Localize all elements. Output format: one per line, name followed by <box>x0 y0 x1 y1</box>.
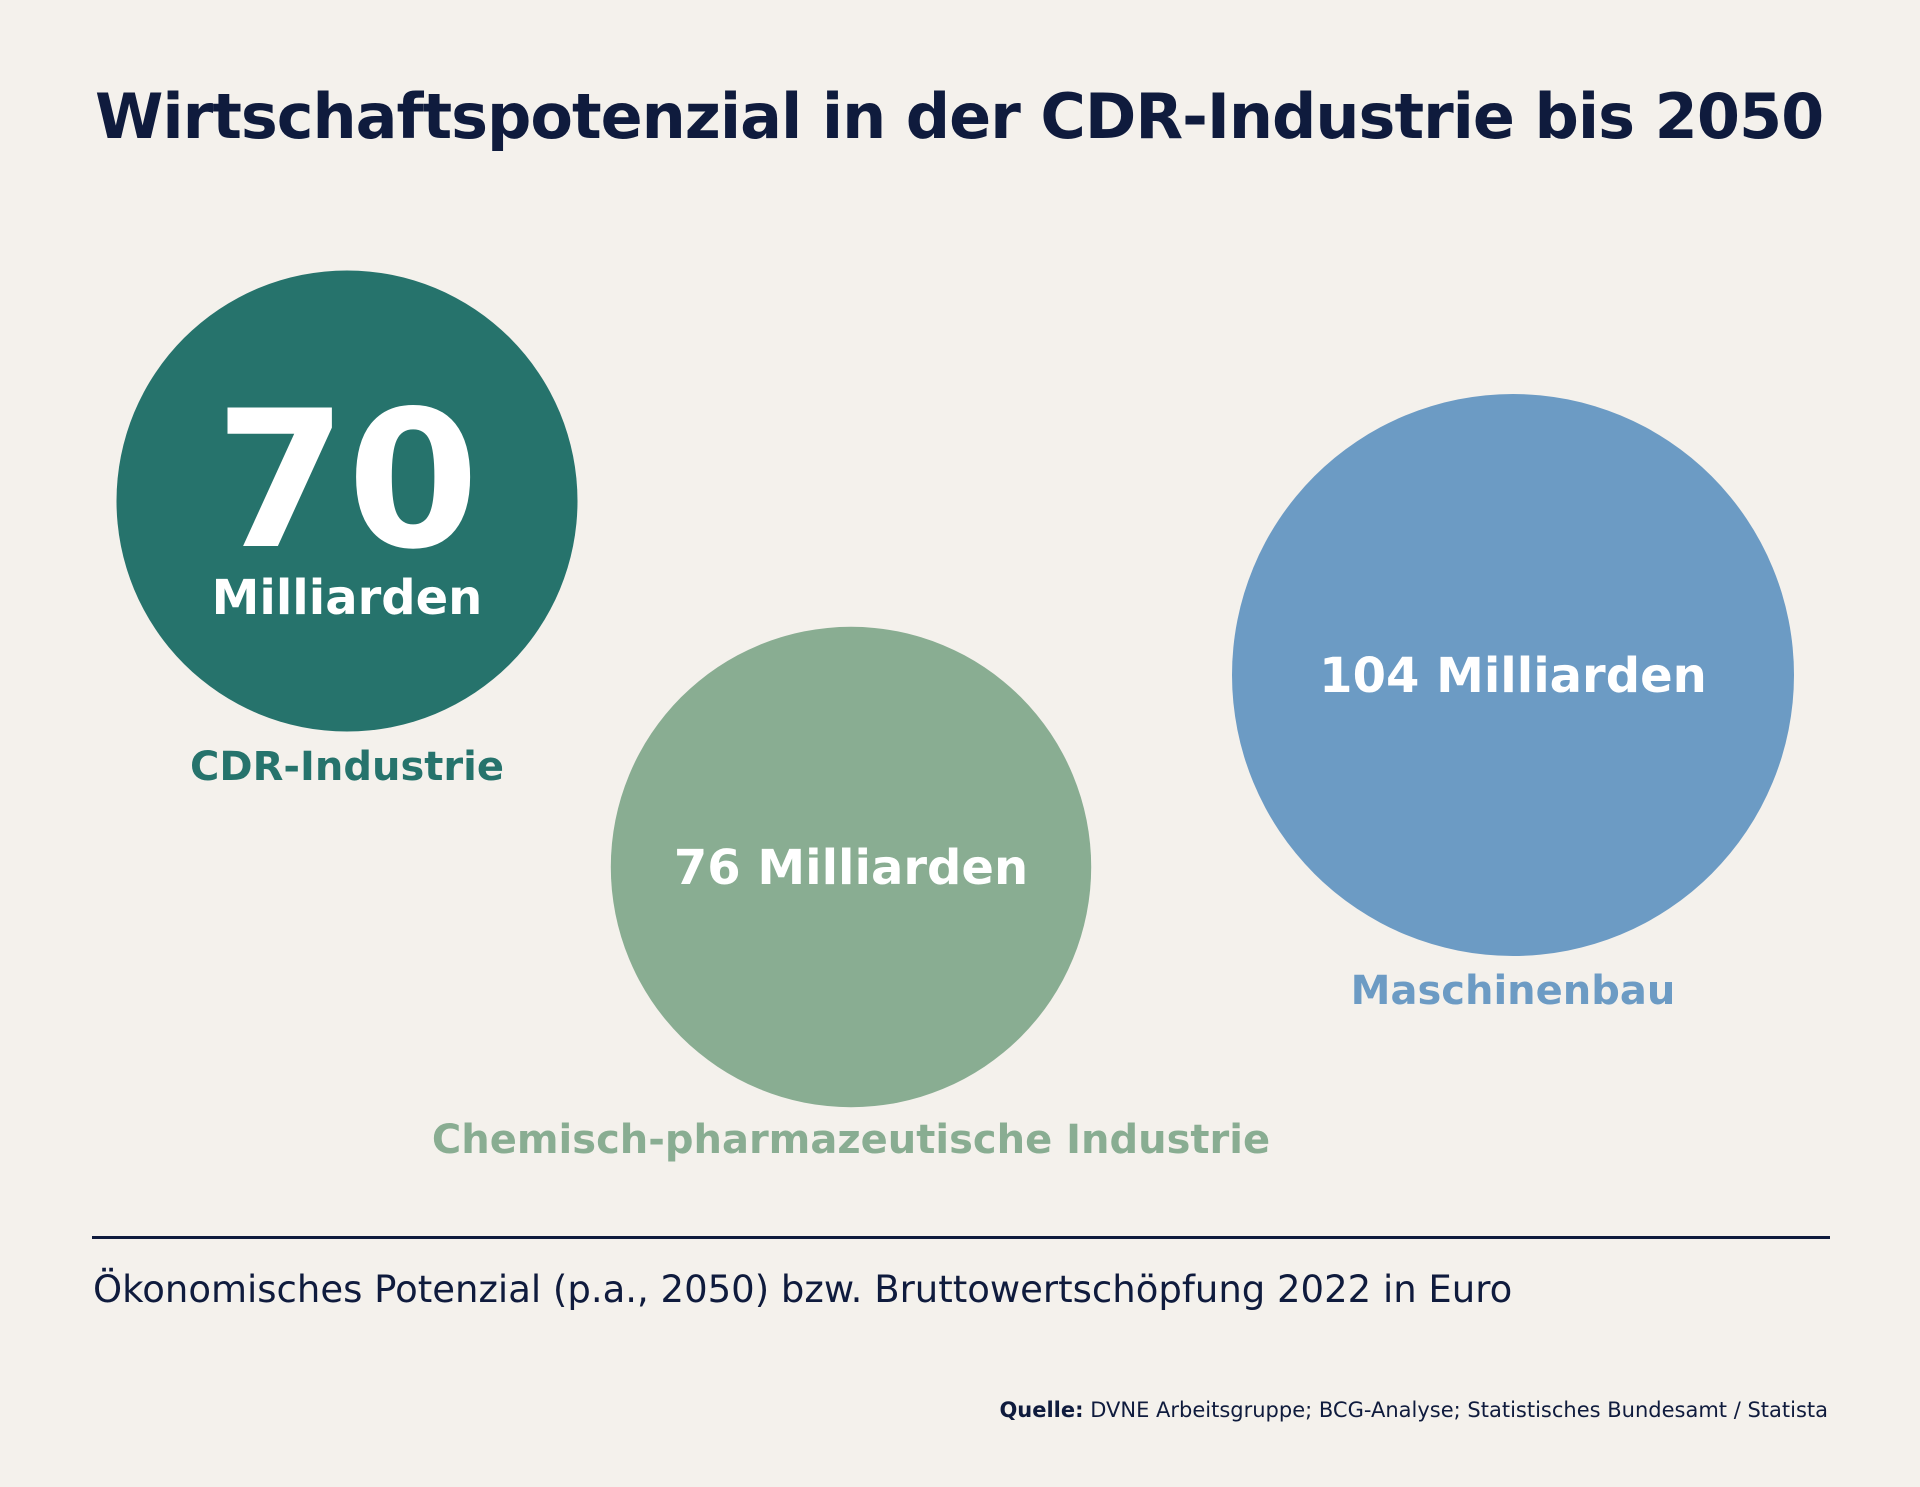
bubble-2 <box>610 626 1092 1108</box>
bubble-1-value: 70 <box>215 370 479 591</box>
bubble-1-unit: Milliarden <box>212 570 483 626</box>
divider <box>92 1236 1830 1239</box>
bubble-3-category: Maschinenbau <box>1351 968 1676 1014</box>
chart-title: Wirtschaftspotenzial in der CDR-Industri… <box>95 80 1824 153</box>
bubble-1-category: CDR-Industrie <box>190 744 504 790</box>
source-note: Quelle: DVNE Arbeitsgruppe; BCG-Analyse;… <box>999 1398 1828 1422</box>
source-text: DVNE Arbeitsgruppe; BCG-Analyse; Statist… <box>1083 1398 1828 1422</box>
bubble-3 <box>1232 394 1794 956</box>
bubble-3-value: 104 Milliarden <box>1319 648 1707 704</box>
source-label: Quelle: <box>999 1398 1084 1422</box>
footnote: Ökonomisches Potenzial (p.a., 2050) bzw.… <box>93 1268 1513 1311</box>
bubble-2-category: Chemisch-pharmazeutische Industrie <box>432 1117 1270 1163</box>
bubble-1 <box>116 270 578 732</box>
bubble-2-value: 76 Milliarden <box>674 840 1028 896</box>
